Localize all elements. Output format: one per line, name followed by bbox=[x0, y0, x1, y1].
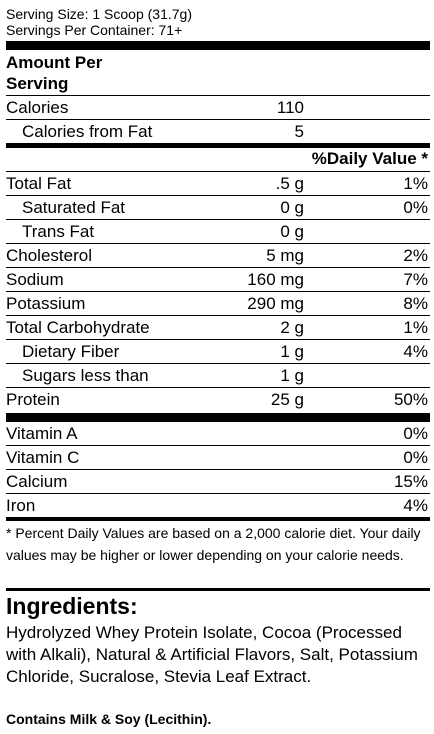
nutrient-amount: 160 mg bbox=[247, 270, 304, 289]
nutrient-daily-value: 50% bbox=[393, 390, 428, 409]
divider bbox=[6, 339, 430, 340]
amount-per-serving-heading: Amount Per Serving bbox=[6, 52, 102, 94]
nutrient-row-saturated-fat: Saturated Fat 0 g 0% bbox=[0, 196, 434, 220]
nutrient-label: Total Fat bbox=[6, 174, 72, 193]
vitamin-row-iron: Iron 4% bbox=[0, 494, 434, 518]
nutrient-daily-value: 1% bbox=[403, 174, 428, 193]
daily-value-footnote: * Percent Daily Values are based on a 2,… bbox=[6, 525, 421, 563]
vitamin-label: Vitamin C bbox=[6, 448, 80, 467]
vitamin-row-a: Vitamin A 0% bbox=[0, 422, 434, 446]
vitamin-daily-value: 15% bbox=[393, 472, 428, 491]
allergen-statement: Contains Milk & Soy (Lecithin). bbox=[6, 711, 212, 727]
daily-value-header: %Daily Value * bbox=[311, 149, 428, 168]
calories-amount: 110 bbox=[276, 98, 304, 117]
nutrient-daily-value: 2% bbox=[403, 246, 428, 265]
nutrient-row-total-carbohydrate: Total Carbohydrate 2 g 1% bbox=[0, 316, 434, 340]
vitamin-daily-value: 4% bbox=[403, 496, 428, 515]
nutrient-label: Potassium bbox=[6, 294, 86, 313]
nutrient-amount: 1 g bbox=[280, 342, 304, 361]
divider bbox=[6, 363, 430, 364]
divider bbox=[6, 445, 430, 446]
divider bbox=[6, 493, 430, 494]
divider bbox=[6, 387, 430, 388]
nutrient-amount: 0 g bbox=[280, 222, 304, 241]
nutrient-label: Total Carbohydrate bbox=[6, 318, 150, 337]
vitamin-row-c: Vitamin C 0% bbox=[0, 446, 434, 470]
ingredients-title: Ingredients: bbox=[6, 593, 138, 619]
amount-per-serving-line1: Amount Per bbox=[6, 53, 103, 72]
vitamin-daily-value: 0% bbox=[403, 448, 428, 467]
divider bbox=[6, 469, 430, 470]
nutrient-daily-value: 0% bbox=[403, 198, 428, 217]
nutrient-label: Cholesterol bbox=[6, 246, 92, 265]
divider bbox=[6, 291, 430, 292]
calories-from-fat-row: Calories from Fat 5 bbox=[0, 120, 434, 144]
thick-divider-top bbox=[6, 41, 430, 50]
nutrient-label: Trans Fat bbox=[22, 222, 95, 241]
nutrient-row-potassium: Potassium 290 mg 8% bbox=[0, 292, 434, 316]
calories-from-fat-amount: 5 bbox=[294, 122, 304, 141]
divider bbox=[6, 315, 430, 316]
thick-divider-vitamins bbox=[6, 413, 430, 422]
nutrient-row-total-fat: Total Fat .5 g 1% bbox=[0, 172, 434, 196]
divider bbox=[6, 219, 430, 220]
divider bbox=[6, 195, 430, 196]
divider bbox=[6, 171, 430, 172]
nutrient-amount: .5 g bbox=[275, 174, 304, 193]
nutrient-daily-value: 4% bbox=[403, 342, 428, 361]
nutrient-row-sugars: Sugars less than 1 g bbox=[0, 364, 434, 388]
calories-label: Calories bbox=[6, 98, 69, 117]
divider-ingredients bbox=[6, 588, 430, 591]
vitamin-label: Iron bbox=[6, 496, 36, 515]
nutrient-amount: 290 mg bbox=[247, 294, 304, 313]
nutrient-label: Sugars less than bbox=[22, 366, 149, 385]
nutrient-amount: 5 mg bbox=[266, 246, 304, 265]
nutrient-label: Dietary Fiber bbox=[22, 342, 120, 361]
divider bbox=[6, 243, 430, 244]
vitamin-row-calcium: Calcium 15% bbox=[0, 470, 434, 494]
vitamin-label: Calcium bbox=[6, 472, 68, 491]
serving-size: Serving Size: 1 Scoop (31.7g) bbox=[6, 6, 192, 22]
nutrient-row-protein: Protein 25 g 50% bbox=[0, 388, 434, 412]
nutrient-amount: 0 g bbox=[280, 198, 304, 217]
nutrient-row-trans-fat: Trans Fat 0 g bbox=[0, 220, 434, 244]
servings-per-container: Servings Per Container: 71+ bbox=[6, 22, 183, 38]
nutrient-label: Protein bbox=[6, 390, 60, 409]
calories-from-fat-label: Calories from Fat bbox=[22, 122, 153, 141]
nutrient-daily-value: 8% bbox=[403, 294, 428, 313]
medium-divider bbox=[6, 143, 430, 148]
calories-row: Calories 110 bbox=[0, 96, 434, 120]
nutrient-row-sodium: Sodium 160 mg 7% bbox=[0, 268, 434, 292]
nutrient-amount: 1 g bbox=[280, 366, 304, 385]
amount-per-serving-line2: Serving bbox=[6, 74, 69, 93]
ingredients-list: Hydrolyzed Whey Protein Isolate, Cocoa (… bbox=[6, 623, 418, 686]
divider-footnote bbox=[6, 517, 430, 521]
divider bbox=[6, 119, 430, 120]
divider bbox=[6, 95, 430, 96]
vitamin-daily-value: 0% bbox=[403, 424, 428, 443]
nutrient-amount: 25 g bbox=[270, 390, 304, 409]
nutrient-amount: 2 g bbox=[280, 318, 304, 337]
nutrient-row-cholesterol: Cholesterol 5 mg 2% bbox=[0, 244, 434, 268]
divider bbox=[6, 267, 430, 268]
nutrient-row-dietary-fiber: Dietary Fiber 1 g 4% bbox=[0, 340, 434, 364]
nutrient-daily-value: 1% bbox=[403, 318, 428, 337]
nutrient-label: Saturated Fat bbox=[22, 198, 126, 217]
nutrient-label: Sodium bbox=[6, 270, 64, 289]
vitamin-label: Vitamin A bbox=[6, 424, 78, 443]
nutrient-daily-value: 7% bbox=[403, 270, 428, 289]
